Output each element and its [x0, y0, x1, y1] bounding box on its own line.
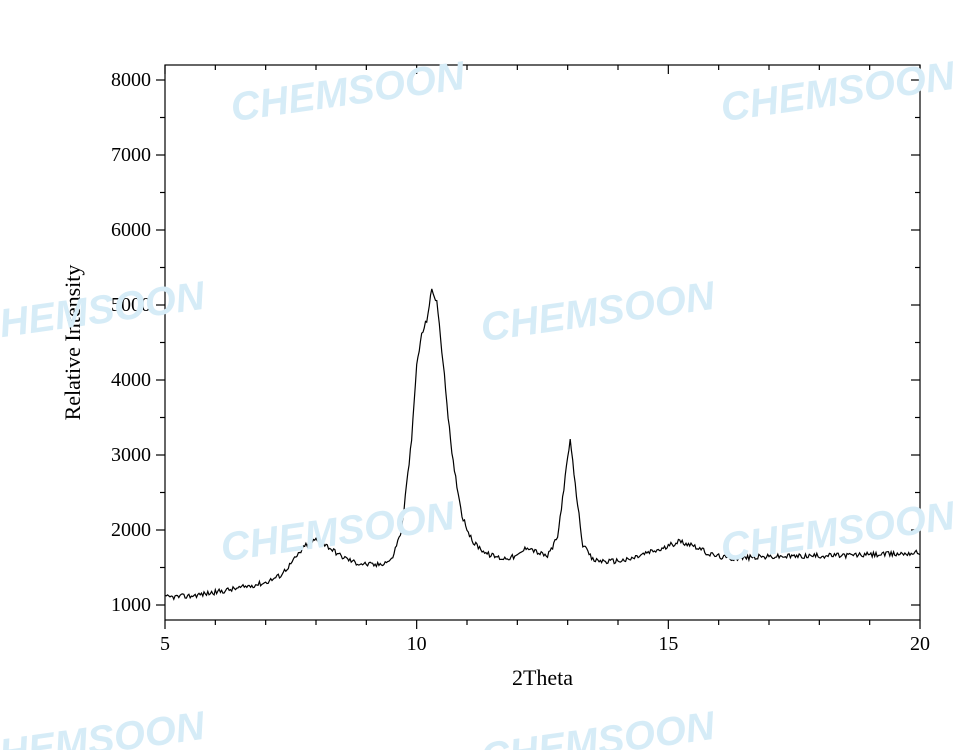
- chart-svg: 5 10 15 20 1000 2000 3000 4000 5000 6000 7000 8000 2…: [0, 0, 980, 750]
- x-tick-label: 20: [910, 633, 930, 655]
- x-tick-label: 10: [407, 633, 427, 655]
- x-tick-label: 15: [658, 633, 678, 655]
- xrd-chart: 5 10 15 20 1000 2000 3000 4000 5000 6000 7000 8000 2…: [0, 0, 980, 750]
- y-tick-label: 2000: [111, 519, 151, 541]
- y-tick-label: 7000: [111, 144, 151, 166]
- y-tick-label: 8000: [111, 69, 151, 91]
- x-axis-title: 2Theta: [512, 665, 573, 690]
- x-tick-label: 5: [160, 633, 170, 655]
- y-tick-label: 6000: [111, 219, 151, 241]
- xrd-trace: [165, 289, 920, 599]
- y-tick-label: 5000: [111, 294, 151, 316]
- y-tick-label: 3000: [111, 444, 151, 466]
- y-tick-label: 4000: [111, 369, 151, 391]
- y-tick-label: 1000: [111, 594, 151, 616]
- y-axis-title: Relative Intensity: [60, 265, 85, 421]
